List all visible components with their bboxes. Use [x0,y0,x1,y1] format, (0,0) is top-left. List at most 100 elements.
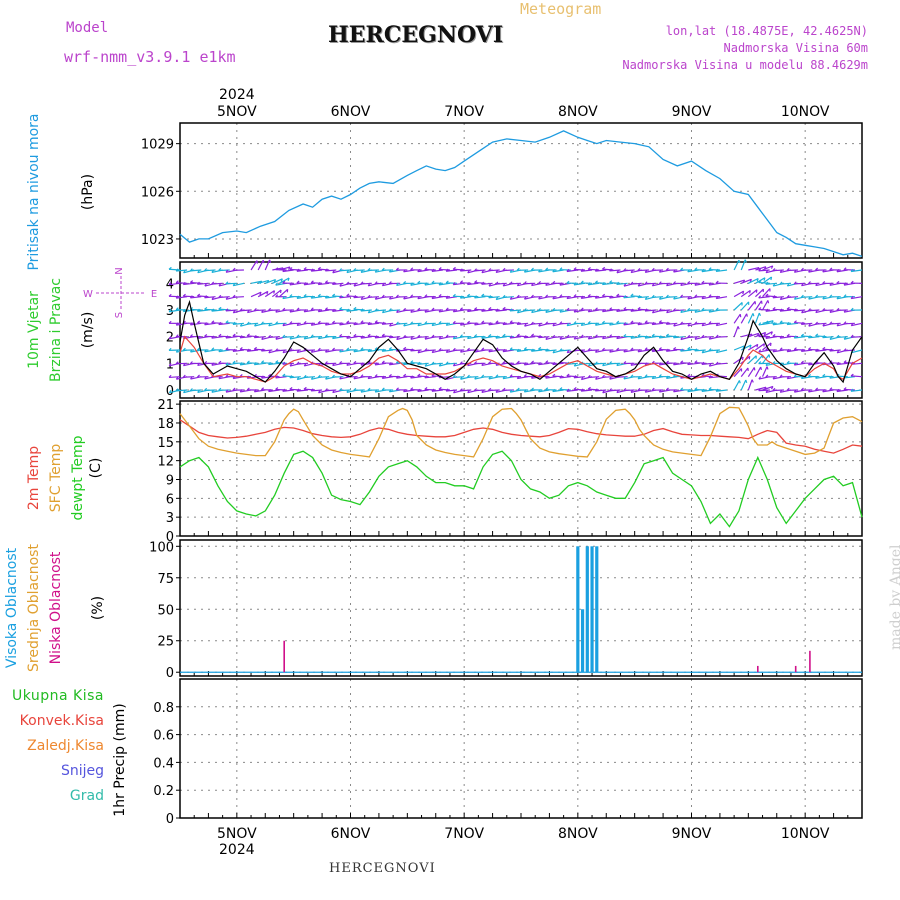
wind-barb-head [282,295,286,299]
wind-barb [630,309,642,312]
wind-barb-head [530,333,535,337]
wind-barb-head [395,267,399,271]
wind-barb-head [360,362,364,366]
wind-barb-head [168,320,172,324]
wind-barb [595,389,607,392]
wind-barb-head [758,361,762,365]
wind-barb [779,282,792,285]
low-cloud-bar [809,650,811,673]
wind-barb [474,269,486,272]
wind-barb-head [772,268,776,272]
wind-barb [708,349,720,352]
wind-barb-head [395,375,399,379]
wind-barb [836,389,848,393]
wind-barb-head [261,336,264,340]
wind-barb-head [609,280,613,284]
wind-barb [673,348,685,351]
wind-barb-head [275,387,279,390]
wind-barb-head [204,322,208,326]
wind-barb-head [658,362,662,366]
wind-barb-head [317,308,321,313]
wind-barb [247,322,259,325]
pressure-unit-label: (hPa) [80,174,96,210]
wind-barb-head [573,363,577,367]
wind-barb-head [218,387,222,391]
wind-barb-head [502,333,506,337]
y-tick-label: 1026 [141,185,174,200]
wind-barb-head [303,386,307,390]
wind-barb-head [587,320,591,324]
wind-barb-head [438,363,442,367]
wind-barb-head [445,361,449,365]
wind-barb [318,282,330,286]
wind-barb [183,282,195,286]
wind-barb [716,296,728,300]
wind-barb-head [715,268,719,272]
wind-barb [509,321,522,324]
wind-barb-head [758,295,762,299]
wind-barb-head [403,346,407,350]
wind-barb-head [239,308,243,312]
wind-barb-head [786,267,790,271]
wind-barb-head [708,267,712,271]
wind-barb [659,336,671,339]
wind-barb-head [665,375,669,379]
wind-barb-head [772,376,776,380]
wind-barb-head [310,349,314,353]
wind-barb-head [772,360,776,364]
wind-barb-head [644,362,648,366]
wind-barb-head [758,307,762,310]
wind-barb-head [665,333,670,337]
wind-barb-head [715,307,719,311]
wind-barb-head [296,361,300,365]
wind-barb [467,282,479,286]
wind-barb-head [509,281,513,285]
wind-barb-head [190,349,193,353]
wind-barb-head [367,321,371,325]
wind-barb-head [189,334,193,338]
wind-barb-head [381,360,385,364]
wind-barb-head [279,289,282,294]
wind-barb-head [445,307,449,311]
wind-barb-head [779,281,783,285]
wind-barb-head [232,387,236,391]
wind-barb-head [701,388,705,392]
wind-barb-head [829,321,833,325]
wind-barb-head [687,296,691,300]
wind-barb [197,309,209,312]
wind-barb-head [424,363,428,367]
wind-barb-head [516,282,520,287]
wind-barb-head [445,280,449,284]
wind-barb [353,322,365,326]
wind-barb [204,322,216,326]
wind-barb-head [339,376,342,380]
wind-barb-head [339,388,343,391]
wind-barb [680,349,692,352]
wind-barb-head [673,323,676,327]
wind-barb-head [566,295,570,299]
wind-barb-head [843,282,847,286]
wind-barb-head [843,348,847,352]
wind-barb-head [197,308,200,312]
wind-barb-head [808,389,811,393]
wind-barb [687,362,699,366]
wind-barb [740,301,750,311]
wind-barb-head [786,306,790,310]
wind-barb [716,269,728,273]
wind-barb [517,349,529,353]
wind-barb-head [417,349,421,354]
wind-barb-head [658,269,662,273]
wind-barb-head [339,295,342,299]
wind-barb [332,295,344,298]
wind-barb-head [424,321,428,325]
wind-barb-head [552,361,556,365]
wind-barb-head [459,295,463,299]
wind-barb-head [815,321,818,325]
wind-barb [495,282,507,285]
y-tick-label: 25 [157,635,174,650]
wind-barb-head [637,322,641,326]
wind-barb-head [481,389,485,393]
wind-barb [460,389,472,392]
wind-barb [733,313,741,324]
wind-barb-head [530,348,534,352]
